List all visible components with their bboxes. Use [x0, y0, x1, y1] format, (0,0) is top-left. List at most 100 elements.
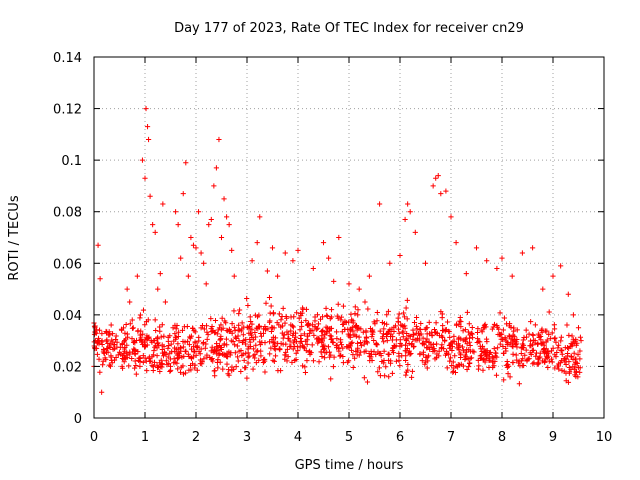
data-point	[157, 368, 163, 375]
data-point	[168, 341, 174, 347]
data-point	[397, 362, 403, 369]
data-point	[552, 335, 558, 341]
data-point	[510, 360, 516, 366]
data-point	[569, 333, 575, 339]
x-tick-label: 7	[447, 430, 455, 445]
data-point	[348, 327, 354, 333]
data-point	[159, 342, 165, 348]
data-point	[322, 343, 328, 349]
data-point	[320, 240, 327, 246]
data-point	[499, 255, 505, 261]
data-point	[424, 365, 430, 371]
data-point	[514, 336, 520, 343]
data-point	[354, 347, 361, 353]
data-point	[476, 338, 482, 344]
x-tick-label: 4	[294, 430, 302, 445]
data-point	[374, 342, 380, 348]
data-point	[165, 338, 171, 344]
x-tick-label: 10	[596, 430, 613, 445]
data-point	[175, 350, 181, 356]
data-point	[124, 354, 130, 360]
data-point	[219, 315, 225, 321]
data-point	[99, 389, 105, 395]
data-point	[463, 354, 469, 360]
data-point	[460, 328, 466, 334]
data-point	[284, 346, 291, 352]
data-point	[471, 349, 477, 355]
data-point	[312, 314, 318, 320]
data-point	[183, 160, 189, 166]
data-point	[469, 324, 475, 331]
data-point	[276, 322, 282, 328]
data-point	[224, 214, 230, 220]
x-tick-label: 1	[141, 430, 149, 445]
data-point	[106, 362, 112, 368]
data-point	[295, 247, 301, 253]
data-point	[444, 319, 451, 325]
data-point	[509, 273, 515, 279]
data-point	[400, 329, 406, 335]
data-point	[447, 355, 454, 361]
data-point	[133, 371, 139, 377]
data-point	[555, 361, 562, 367]
data-point	[95, 335, 102, 341]
data-point	[109, 331, 116, 337]
data-point	[324, 313, 330, 320]
data-point	[286, 335, 292, 342]
data-point	[209, 355, 215, 362]
data-point	[294, 310, 300, 316]
data-point	[479, 327, 485, 333]
data-point	[272, 347, 278, 353]
data-point	[232, 342, 238, 348]
data-point	[413, 323, 420, 329]
data-point	[527, 350, 533, 356]
data-point	[159, 362, 165, 368]
data-point	[481, 349, 487, 356]
data-point	[546, 309, 552, 315]
data-point	[433, 175, 439, 181]
data-point	[100, 358, 106, 364]
data-point	[577, 365, 583, 371]
data-point	[208, 316, 214, 322]
data-point	[549, 330, 555, 336]
data-point	[550, 345, 556, 351]
data-point	[493, 372, 500, 378]
data-point	[267, 351, 273, 357]
data-point	[249, 258, 255, 264]
data-point	[109, 337, 115, 343]
data-point	[362, 299, 368, 305]
data-point	[212, 317, 219, 324]
data-point	[209, 344, 215, 350]
data-point	[357, 339, 364, 346]
data-point	[340, 345, 346, 351]
data-point	[127, 349, 133, 355]
data-point	[432, 329, 439, 336]
data-point	[216, 352, 222, 358]
data-point	[324, 328, 330, 335]
data-point	[336, 234, 342, 241]
data-point	[494, 322, 500, 329]
data-point	[334, 335, 340, 342]
data-point	[322, 350, 328, 356]
data-point	[316, 359, 322, 365]
data-point	[193, 352, 199, 358]
data-point	[137, 315, 143, 321]
data-point	[119, 327, 125, 333]
data-point	[160, 353, 167, 359]
data-point	[396, 311, 402, 317]
data-point	[451, 338, 457, 344]
data-point	[239, 352, 245, 359]
data-point	[298, 312, 304, 319]
data-point	[154, 340, 160, 347]
data-point	[384, 312, 390, 318]
data-point	[257, 214, 263, 220]
data-point	[276, 346, 282, 352]
data-point	[439, 315, 445, 321]
data-point	[253, 360, 259, 366]
data-point	[233, 364, 239, 370]
data-point	[361, 375, 367, 381]
data-point	[239, 320, 245, 326]
data-point	[482, 359, 488, 365]
data-point	[235, 358, 241, 364]
data-point	[412, 229, 418, 235]
